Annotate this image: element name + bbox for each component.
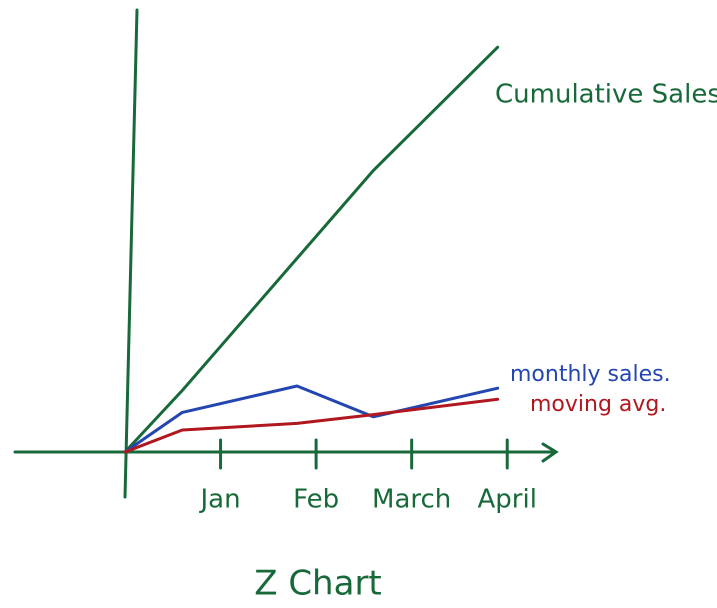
chart-title: Z Chart bbox=[254, 564, 382, 604]
series-label: Cumulative Sales bbox=[495, 80, 717, 110]
series-line bbox=[123, 397, 500, 454]
x-tick-label: Feb bbox=[293, 485, 339, 515]
x-axis-arrow bbox=[541, 442, 559, 463]
series-label: moving avg. bbox=[530, 392, 666, 417]
series-line bbox=[123, 384, 500, 454]
series-label: monthly sales. bbox=[510, 362, 671, 387]
x-tick-label: March bbox=[372, 485, 451, 515]
y-axis bbox=[123, 8, 139, 499]
x-tick-label: April bbox=[478, 485, 537, 515]
x-tick-label: Jan bbox=[199, 485, 241, 515]
series-line bbox=[123, 45, 500, 454]
